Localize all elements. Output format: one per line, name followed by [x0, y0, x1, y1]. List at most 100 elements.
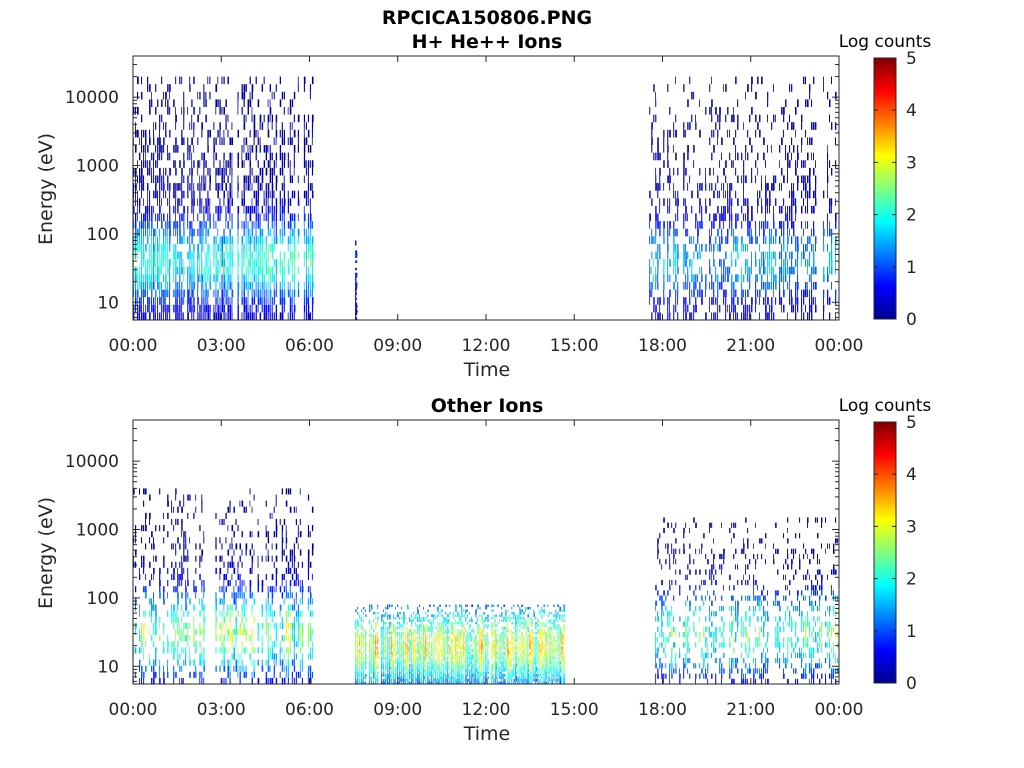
panel-bottom-cell [431, 641, 433, 645]
panel-top-x-tick-label: 00:00 [815, 336, 864, 356]
panel-bottom-cell [203, 659, 205, 666]
panel-bottom-cell [417, 664, 419, 667]
panel-top-cell [287, 281, 289, 290]
panel-bottom-cell [415, 681, 417, 684]
panel-bottom-cell [151, 610, 153, 617]
panel-top-cell [743, 122, 744, 130]
panel-bottom-cell [411, 674, 413, 677]
panel-top-cell [835, 243, 837, 252]
panel-top-cell [721, 213, 723, 222]
panel-bottom-cell [435, 634, 437, 637]
panel-top-cell [651, 236, 653, 244]
panel-bottom-cell [407, 656, 409, 660]
panel-bottom-cell [361, 634, 363, 637]
panel-top-cell [789, 213, 791, 222]
panel-top-cell [781, 205, 783, 214]
panel-bottom-cell [311, 549, 314, 556]
panel-top-cell [291, 236, 293, 244]
panel-bottom-cell [275, 518, 278, 526]
panel-top-cell [167, 152, 169, 161]
panel-top-cell [177, 266, 179, 275]
panel-top-cell [737, 99, 739, 108]
panel-top-cell [835, 251, 836, 260]
panel-bottom-cell [223, 604, 225, 611]
panel-top-cell [355, 302, 357, 306]
panel-bottom-cell [163, 512, 164, 519]
panel-bottom-cell [149, 628, 150, 636]
panel-top-cell [165, 91, 167, 100]
panel-top-cell [137, 297, 138, 305]
panel-top-cell [263, 160, 266, 168]
panel-top-cell [149, 99, 151, 108]
panel-top-cell [143, 145, 145, 153]
panel-bottom-cell [385, 651, 387, 655]
panel-top-cell [247, 183, 250, 191]
panel-top-cell [281, 228, 283, 237]
panel-top-cell [153, 190, 155, 199]
panel-top-cell [159, 190, 161, 199]
panel-top-cell [829, 221, 830, 229]
panel-top-cell [137, 312, 139, 320]
panel-bottom-cell [285, 592, 288, 599]
panel-top-cell [767, 198, 769, 206]
panel-top-cell [813, 281, 815, 290]
panel-top-cell [711, 129, 713, 138]
panel-bottom-cell [245, 598, 247, 605]
panel-top-cell [169, 152, 171, 161]
panel-bottom-cell [227, 659, 229, 666]
panel-top-cell [831, 228, 833, 237]
panel-top-cell [135, 289, 137, 298]
panel-bottom-cell [415, 646, 416, 650]
panel-bottom-cell [369, 607, 371, 610]
panel-top-cell [251, 228, 254, 237]
panel-top-cell [267, 198, 269, 206]
panel-bottom-cell [447, 626, 449, 630]
panel-bottom-cell [403, 676, 405, 680]
panel-bottom-cell [399, 649, 401, 652]
panel-top-cell [267, 289, 269, 298]
panel-bottom-cell [243, 628, 246, 636]
panel-top-cell [809, 304, 811, 313]
panel-bottom-cell [447, 679, 448, 682]
panel-bottom-cell [361, 616, 363, 620]
panel-top-cell [673, 236, 675, 244]
panel-top-cell [199, 107, 201, 115]
panel-bottom-cell [221, 598, 223, 605]
panel-top-cell [255, 259, 257, 267]
panel-top-cell [655, 114, 657, 123]
panel-top-cell [755, 259, 757, 267]
panel-bottom-cell [281, 635, 283, 642]
panel-top-cell [695, 213, 697, 222]
panel-bottom-cell [229, 635, 231, 642]
panel-bottom-cell [267, 647, 269, 654]
panel-bottom-cell [225, 622, 227, 629]
panel-bottom-cell [445, 639, 447, 642]
panel-bottom-cell [421, 676, 423, 680]
panel-bottom-cell [455, 604, 457, 607]
panel-top-cell [275, 266, 277, 275]
panel-bottom-cell [391, 634, 392, 637]
panel-top-cell [293, 236, 296, 244]
panel-top-cell [269, 190, 271, 199]
panel-top-cell [801, 297, 803, 305]
panel-bottom-cell [377, 639, 379, 642]
panel-top-cell [713, 190, 715, 199]
panel-bottom-cell [395, 666, 397, 670]
panel-bottom-cell [253, 665, 255, 672]
panel-bottom-cell [163, 677, 165, 684]
panel-bottom-cell [425, 671, 427, 675]
panel-bottom-cell [411, 621, 413, 625]
panel-bottom-cell [449, 644, 450, 647]
panel-bottom-cell [391, 656, 393, 660]
panel-top-cell [815, 266, 817, 275]
panel-top-cell [259, 266, 261, 275]
panel-top-cell [781, 183, 782, 191]
panel-top-cell [201, 122, 203, 130]
panel-top-cell [761, 274, 763, 282]
panel-bottom-cell [301, 628, 304, 636]
panel-bottom-cell [145, 592, 147, 599]
panel-bottom-cell [377, 607, 378, 610]
panel-top-cell [289, 297, 292, 305]
panel-bottom-cell [407, 649, 409, 652]
panel-top-cell [169, 213, 171, 222]
